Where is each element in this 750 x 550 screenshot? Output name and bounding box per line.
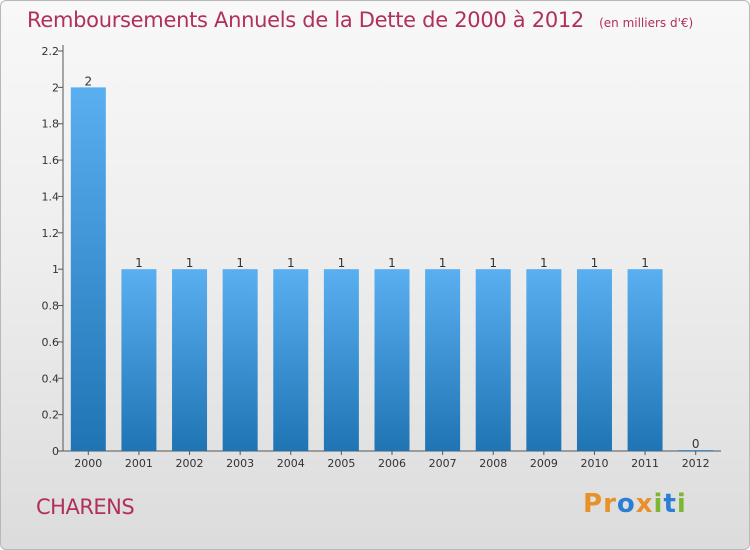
- title-row: Remboursements Annuels de la Dette de 20…: [27, 8, 693, 32]
- bar-2005: [323, 269, 359, 451]
- y-tick-label: 0.6: [42, 336, 60, 349]
- x-tick-label: 2007: [429, 457, 457, 470]
- x-tick-label: 2011: [631, 457, 659, 470]
- logo-letter: i: [653, 489, 664, 519]
- data-label-2001: 1: [135, 256, 143, 270]
- x-tick-label: 2009: [530, 457, 558, 470]
- x-tick-label: 2012: [682, 457, 710, 470]
- y-tick-label: 2.2: [42, 45, 60, 58]
- data-label-2006: 1: [388, 256, 396, 270]
- proxiti-logo[interactable]: Proxiti: [583, 489, 687, 519]
- data-label-2000: 2: [84, 74, 92, 88]
- y-tick-label: 2: [52, 81, 59, 94]
- data-label-2002: 1: [186, 256, 194, 270]
- bar-2002: [172, 269, 208, 451]
- bar-2004: [273, 269, 309, 451]
- data-label-2009: 1: [540, 256, 548, 270]
- y-tick-label: 1.2: [42, 227, 60, 240]
- x-axis: 2000 2001 2002 2003 2004 2005 2006 2007 2008 2009…: [63, 450, 721, 470]
- x-tick-label: 2003: [226, 457, 254, 470]
- data-label-2008: 1: [489, 256, 497, 270]
- x-tick-label: 2001: [125, 457, 153, 470]
- data-label-2004: 1: [287, 256, 295, 270]
- data-label-2005: 1: [338, 256, 346, 270]
- x-tick-label: 2002: [176, 457, 204, 470]
- bars: [70, 87, 714, 451]
- logo-letter: x: [635, 489, 654, 519]
- bar-2006: [374, 269, 410, 451]
- chart-unit: (en milliers d'€): [599, 16, 694, 30]
- bar-2008: [475, 269, 511, 451]
- x-tick-label: 2006: [378, 457, 406, 470]
- y-tick-label: 0.8: [42, 300, 60, 313]
- x-tick-label: 2008: [479, 457, 507, 470]
- logo-letter: P: [583, 489, 604, 519]
- y-tick-label: 1: [52, 263, 59, 276]
- x-tick-label: 2004: [277, 457, 305, 470]
- bar-2009: [526, 269, 562, 451]
- data-label-2012: 0: [692, 437, 700, 451]
- chart-title: Remboursements Annuels de la Dette de 20…: [27, 8, 584, 32]
- data-label-2011: 1: [641, 256, 649, 270]
- bar-2007: [425, 269, 461, 451]
- x-tick-label: 2010: [580, 457, 608, 470]
- data-label-2010: 1: [591, 256, 599, 270]
- logo-letter: t: [663, 489, 677, 519]
- data-label-2007: 1: [439, 256, 447, 270]
- bar-2000: [70, 87, 106, 451]
- bar-2001: [121, 269, 157, 451]
- y-tick-label: 1.6: [42, 154, 60, 167]
- logo-letter: o: [616, 489, 636, 519]
- y-tick-label: 0: [52, 445, 59, 458]
- town-name: CHARENS: [36, 495, 135, 519]
- bar-2003: [222, 269, 258, 451]
- bar-2012: [678, 450, 714, 451]
- x-tick-label: 2000: [74, 457, 102, 470]
- logo-letter: i: [676, 489, 687, 519]
- y-tick-label: 0.2: [42, 409, 60, 422]
- y-tick-label: 0.4: [42, 372, 60, 385]
- logo-letter: r: [603, 489, 617, 519]
- y-tick-label: 1.4: [42, 190, 60, 203]
- y-tick-label: 1.8: [42, 118, 60, 131]
- bar-2010: [576, 269, 612, 451]
- y-axis: 0 0.2 0.4 0.6 0.8 1 1.2 1.4 1.6 1.8 2 2.2: [42, 45, 64, 458]
- bar-2011: [627, 269, 663, 451]
- data-labels: 2 1 1 1 1 1 1 1 1 1 1 1 0: [84, 74, 699, 451]
- data-label-2003: 1: [236, 256, 244, 270]
- x-tick-label: 2005: [327, 457, 355, 470]
